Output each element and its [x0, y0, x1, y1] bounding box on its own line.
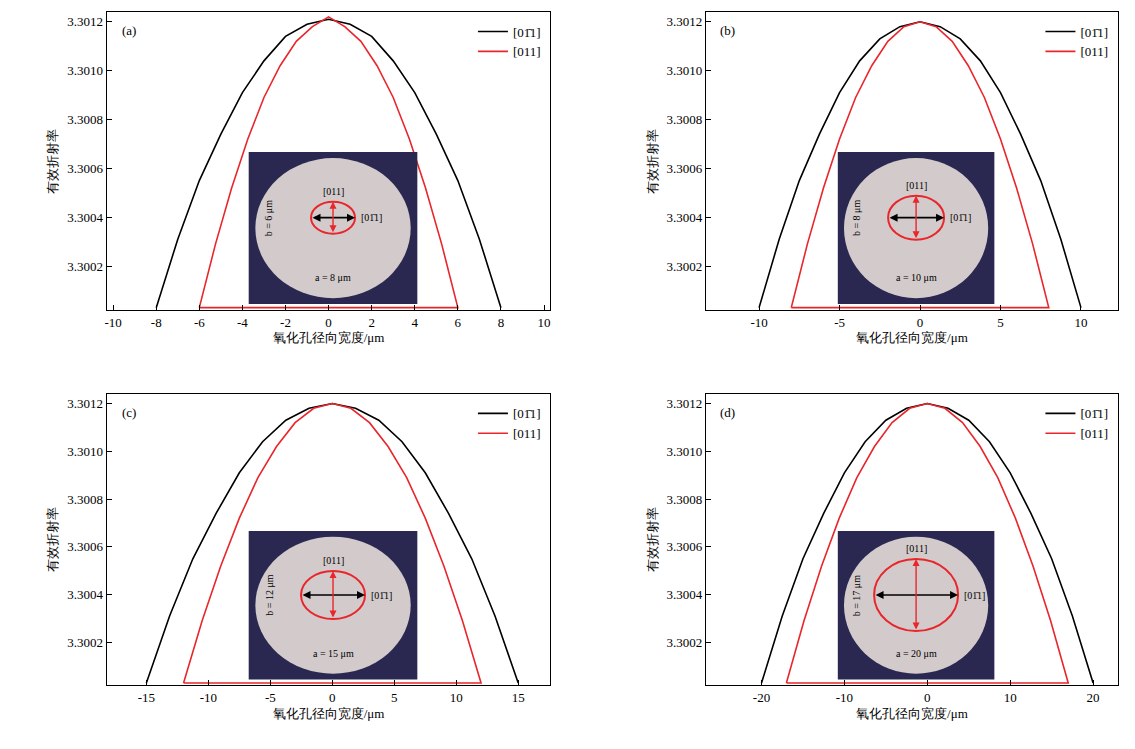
svg-text:b = 8 μm: b = 8 μm	[851, 200, 862, 237]
svg-text:-10: -10	[104, 315, 121, 330]
svg-text:3.3012: 3.3012	[667, 396, 703, 411]
svg-text:氧化孔径向宽度/μm: 氧化孔径向宽度/μm	[273, 706, 385, 721]
svg-text:3.3006: 3.3006	[667, 539, 703, 554]
svg-text:3.3008: 3.3008	[67, 492, 103, 507]
svg-text:(b): (b)	[720, 23, 735, 38]
svg-text:[01̄1]: [01̄1]	[371, 590, 392, 601]
svg-text:[011]: [011]	[906, 180, 927, 191]
svg-text:3.3012: 3.3012	[67, 14, 103, 29]
svg-text:b = 12 μm: b = 12 μm	[264, 574, 275, 616]
svg-text:3.3004: 3.3004	[67, 587, 103, 602]
svg-text:氧化孔径向宽度/μm: 氧化孔径向宽度/μm	[273, 330, 385, 345]
svg-text:3.3008: 3.3008	[67, 112, 103, 127]
svg-text:有效折射率: 有效折射率	[645, 507, 660, 572]
svg-text:6: 6	[455, 315, 462, 330]
svg-text:a = 10 μm: a = 10 μm	[896, 272, 937, 283]
svg-text:(c): (c)	[122, 405, 136, 420]
svg-text:[01̄1]: [01̄1]	[361, 212, 382, 223]
svg-text:[011]: [011]	[513, 426, 541, 441]
svg-text:3.3002: 3.3002	[67, 635, 103, 650]
svg-text:10: 10	[538, 315, 551, 330]
svg-text:3.3008: 3.3008	[667, 112, 703, 127]
svg-text:3.3002: 3.3002	[667, 635, 703, 650]
svg-text:3.3004: 3.3004	[667, 210, 703, 225]
svg-text:-6: -6	[194, 315, 205, 330]
svg-text:a = 8 μm: a = 8 μm	[315, 272, 351, 283]
svg-text:5: 5	[391, 690, 398, 705]
svg-text:3.3010: 3.3010	[667, 63, 703, 78]
svg-text:0: 0	[924, 690, 931, 705]
svg-text:20: 20	[1087, 690, 1100, 705]
svg-text:-15: -15	[138, 690, 155, 705]
svg-text:3.3008: 3.3008	[667, 492, 703, 507]
svg-text:[01̄1]: [01̄1]	[1080, 24, 1108, 39]
svg-text:有效折射率: 有效折射率	[45, 129, 60, 194]
svg-text:[01̄1]: [01̄1]	[513, 406, 541, 421]
svg-text:-5: -5	[834, 315, 845, 330]
svg-text:0: 0	[329, 690, 336, 705]
svg-text:氧化孔径向宽度/μm: 氧化孔径向宽度/μm	[856, 706, 968, 721]
svg-text:[011]: [011]	[1080, 44, 1108, 59]
svg-text:有效折射率: 有效折射率	[45, 507, 60, 572]
svg-text:a = 20 μm: a = 20 μm	[896, 648, 937, 659]
svg-text:10: 10	[450, 690, 463, 705]
svg-text:0: 0	[325, 315, 332, 330]
svg-text:8: 8	[498, 315, 505, 330]
svg-text:-10: -10	[200, 690, 217, 705]
svg-text:2: 2	[368, 315, 375, 330]
svg-text:[011]: [011]	[906, 543, 927, 554]
svg-text:0: 0	[917, 315, 924, 330]
svg-text:-5: -5	[265, 690, 276, 705]
svg-text:b = 17 μm: b = 17 μm	[851, 575, 862, 617]
svg-text:-2: -2	[280, 315, 291, 330]
svg-text:3.3006: 3.3006	[667, 161, 703, 176]
svg-text:3.3006: 3.3006	[67, 539, 103, 554]
svg-text:-10: -10	[836, 690, 853, 705]
svg-text:[011]: [011]	[513, 44, 541, 59]
svg-text:10: 10	[1004, 690, 1017, 705]
svg-text:3.3002: 3.3002	[667, 259, 703, 274]
svg-text:-10: -10	[750, 315, 767, 330]
svg-text:[01̄1]: [01̄1]	[513, 24, 541, 39]
svg-text:10: 10	[1074, 315, 1087, 330]
svg-text:15: 15	[512, 690, 525, 705]
svg-text:3.3012: 3.3012	[667, 14, 703, 29]
svg-text:a = 15 μm: a = 15 μm	[313, 648, 354, 659]
svg-text:[01̄1]: [01̄1]	[950, 212, 971, 223]
svg-text:-8: -8	[151, 315, 162, 330]
svg-text:3.3004: 3.3004	[67, 210, 103, 225]
svg-text:3.3006: 3.3006	[67, 161, 103, 176]
svg-text:氧化孔径向宽度/μm: 氧化孔径向宽度/μm	[856, 330, 968, 345]
svg-text:[011]: [011]	[323, 555, 344, 566]
svg-text:3.3010: 3.3010	[67, 444, 103, 459]
svg-text:3.3010: 3.3010	[667, 444, 703, 459]
svg-text:5: 5	[997, 315, 1004, 330]
svg-text:(d): (d)	[720, 405, 735, 420]
svg-text:3.3002: 3.3002	[67, 259, 103, 274]
svg-text:[01̄1]: [01̄1]	[964, 590, 985, 601]
svg-text:3.3010: 3.3010	[67, 63, 103, 78]
svg-text:-4: -4	[237, 315, 248, 330]
svg-text:[011]: [011]	[1080, 426, 1108, 441]
svg-text:3.3004: 3.3004	[667, 587, 703, 602]
svg-text:b = 6 μm: b = 6 μm	[263, 200, 274, 237]
svg-text:3.3012: 3.3012	[67, 396, 103, 411]
svg-text:[011]: [011]	[323, 186, 344, 197]
svg-text:-20: -20	[753, 690, 770, 705]
svg-text:[01̄1]: [01̄1]	[1080, 406, 1108, 421]
svg-text:有效折射率: 有效折射率	[645, 129, 660, 194]
svg-text:(a): (a)	[122, 23, 136, 38]
svg-text:4: 4	[412, 315, 419, 330]
